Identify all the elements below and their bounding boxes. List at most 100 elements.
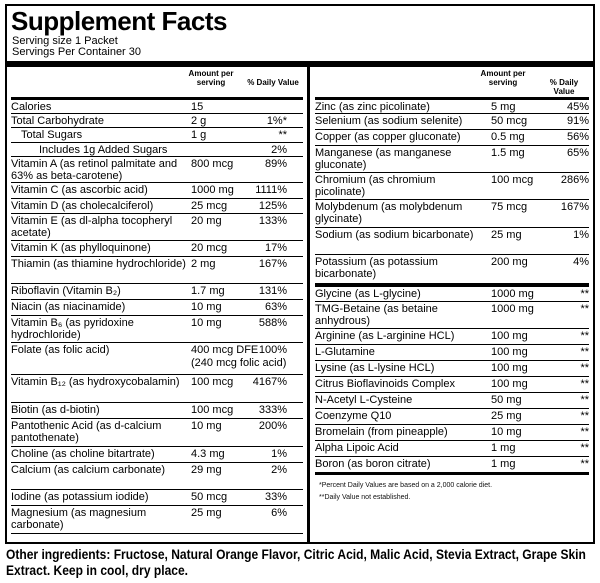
- daily-value-heading: % Daily Value: [549, 78, 579, 96]
- nutrient-amount: 1 mg: [491, 442, 516, 454]
- section-thick-rule: [315, 283, 589, 287]
- nutrient-dv: 17%: [264, 242, 287, 254]
- nutrient-row-total-sugars: Total Sugars 1 g **: [11, 128, 303, 143]
- nutrient-name: Glycine (as L-glycine): [315, 288, 421, 300]
- nutrient-amount: 1.7 mg: [191, 285, 225, 297]
- nutrient-name: Vitamin C (as ascorbic acid): [11, 184, 148, 196]
- nutrient-dv: **: [580, 330, 589, 342]
- nutrient-row-vitamin-b12: Vitamin B₁₂ (as hydroxycobalamin) 100 mcg…: [11, 375, 303, 403]
- nutrient-dv: **: [278, 129, 287, 141]
- nutrient-dv: **: [580, 458, 589, 470]
- nutrient-amount: 50 mg: [491, 394, 522, 406]
- nutrient-row-manganese: Manganese (as manganese gluconate) 1.5 mg…: [315, 146, 589, 173]
- nutrient-row-boron: Boron (as boron citrate) 1 mg **: [315, 457, 589, 472]
- nutrient-amount: 75 mcg: [491, 201, 528, 213]
- top-thick-rule: [7, 61, 593, 67]
- nutrient-dv: 63%: [264, 301, 287, 313]
- nutrient-name: Vitamin A (as retinol palmitate and 63% …: [11, 158, 178, 182]
- panel-title: Supplement Facts: [11, 6, 227, 36]
- nutrient-row-riboflavin: Riboflavin (Vitamin B₂) 1.7 mg 131%: [11, 284, 303, 300]
- nutrient-dv: **: [580, 426, 589, 438]
- nutrient-name: TMG-Betaine (as betaine anhydrous): [315, 303, 438, 327]
- nutrient-dv: 100%: [258, 344, 287, 356]
- nutrient-name: Vitamin E (as dl-alpha tocopheryl acetat…: [11, 215, 173, 239]
- nutrient-amount: 10 mg: [191, 301, 222, 313]
- nutrient-name: Thiamin (as thiamine hydrochloride): [11, 258, 186, 270]
- nutrient-row-folate: Folate (as folic acid) 400 mcg DFE 100% (24…: [11, 343, 303, 375]
- nutrient-amount: 100 mcg: [191, 376, 234, 388]
- nutrient-dv: **: [580, 394, 589, 406]
- footnote-percent-dv: *Percent Daily Values are based on a 2,0…: [319, 482, 493, 489]
- nutrient-row-potassium: Potassium (as potassium bicarbonate) 200 …: [315, 255, 589, 283]
- nutrient-amount: 10 mg: [191, 317, 222, 329]
- nutrient-row-pantothenic-acid: Pantothenic Acid (as d-calcium pantothen…: [11, 419, 303, 447]
- nutrient-row-choline: Choline (as choline bitartrate) 4.3 mg 1%: [11, 447, 303, 463]
- nutrient-dv: 33%: [264, 491, 287, 503]
- nutrient-amount: 20 mcg: [191, 242, 228, 254]
- nutrient-dv: 286%: [560, 174, 589, 186]
- nutrient-name: Selenium (as sodium selenite): [315, 115, 463, 127]
- supplement-facts-panel: Supplement Facts Serving size 1 Packet S…: [5, 4, 595, 544]
- nutrient-amount: 2 g: [191, 115, 207, 127]
- nutrient-amount: 0.5 mg: [491, 131, 525, 143]
- nutrient-name: Magnesium (as magnesium carbonate): [11, 507, 147, 531]
- nutrient-name: Sodium (as sodium bicarbonate): [315, 229, 474, 241]
- nutrient-amount: 29 mg: [191, 464, 222, 476]
- nutrient-amount: 5 mg: [491, 101, 516, 113]
- nutrient-dv: 2%: [271, 464, 287, 476]
- nutrient-dv: 45%: [566, 101, 589, 113]
- nutrient-name: Coenzyme Q10: [315, 410, 392, 422]
- nutrient-dv: 4167%: [252, 376, 287, 388]
- nutrient-amount: 100 mg: [491, 330, 528, 342]
- nutrient-dv: 167%: [258, 258, 287, 270]
- nutrient-name: Calcium (as calcium carbonate): [11, 464, 166, 476]
- nutrient-row-calcium: Calcium (as calcium carbonate) 29 mg 2%: [11, 463, 303, 490]
- nutrient-dv: **: [580, 346, 589, 358]
- nutrient-row-vitamin-e: Vitamin E (as dl-alpha tocopheryl acetat…: [11, 214, 303, 241]
- nutrient-amount: 200 mg: [491, 256, 528, 268]
- nutrient-name: Chromium (as chromium picolinate): [315, 174, 436, 198]
- column-divider: [307, 67, 310, 542]
- nutrient-name: Total Carbohydrate: [11, 115, 104, 127]
- nutrient-name: Iodine (as potassium iodide): [11, 491, 149, 503]
- nutrient-dv: 1%: [271, 448, 287, 460]
- nutrient-row-lysine: Lysine (as L-lysine HCL) 100 mg **: [315, 361, 589, 377]
- nutrient-row-sodium: Sodium (as sodium bicarbonate) 25 mg 1%: [315, 228, 589, 255]
- nutrient-name: Niacin (as niacinamide): [11, 301, 126, 313]
- nutrient-row-biotin: Biotin (as d-biotin) 100 mcg 333%: [11, 403, 303, 419]
- nutrient-name: Calories: [11, 101, 52, 113]
- nutrient-dv: 125%: [258, 200, 287, 212]
- nutrient-name: L-Glutamine: [315, 346, 375, 358]
- nutrient-dv: 2%: [271, 144, 287, 156]
- nutrient-name: Molybdenum (as molybdenum glycinate): [315, 201, 463, 225]
- nutrient-dv: 131%: [258, 285, 287, 297]
- nutrient-row-arginine: Arginine (as L-arginine HCL) 100 mg **: [315, 329, 589, 345]
- nutrient-dv: **: [580, 362, 589, 374]
- header-rule: [315, 97, 589, 100]
- nutrient-name: Includes 1g Added Sugars: [39, 144, 168, 156]
- nutrient-amount: 25 mg: [191, 507, 222, 519]
- nutrient-dv: **: [580, 410, 589, 422]
- nutrient-amount: 4.3 mg: [191, 448, 225, 460]
- nutrient-name: Pantothenic Acid (as d-calcium pantothen…: [11, 420, 162, 444]
- nutrient-row-copper: Copper (as copper gluconate) 0.5 mg 56%: [315, 130, 589, 146]
- nutrient-amount: 400 mcg DFE: [191, 344, 259, 356]
- nutrient-dv: 4%: [573, 256, 589, 268]
- nutrient-amount: 800 mcg: [191, 158, 234, 170]
- nutrient-dv: **: [580, 303, 589, 315]
- footnote-dv-not-established: **Daily Value not established.: [319, 494, 411, 501]
- nutrient-dv: 1%: [573, 229, 589, 241]
- nutrient-dv: 56%: [566, 131, 589, 143]
- nutrient-amount: 10 mg: [491, 426, 522, 438]
- nutrient-row-citrus-bioflavinoids: Citrus Bioflavinoids Complex 100 mg **: [315, 377, 589, 393]
- amount-per-serving-heading: Amount per serving: [480, 69, 526, 87]
- nutrient-amount: 10 mg: [191, 420, 222, 432]
- nutrient-dv: 1%*: [266, 115, 287, 127]
- right-column-header: Amount per serving % Daily Value: [315, 67, 589, 97]
- nutrient-amount: 1000 mg: [491, 288, 534, 300]
- nutrient-amount: 1000 mg: [491, 303, 534, 315]
- nutrient-name: Alpha Lipoic Acid: [315, 442, 399, 454]
- nutrient-dv: 588%: [258, 317, 287, 329]
- nutrient-row-chromium: Chromium (as chromium picolinate) 100 mcg…: [315, 173, 589, 200]
- nutrient-row-l-glutamine: L-Glutamine 100 mg **: [315, 345, 589, 361]
